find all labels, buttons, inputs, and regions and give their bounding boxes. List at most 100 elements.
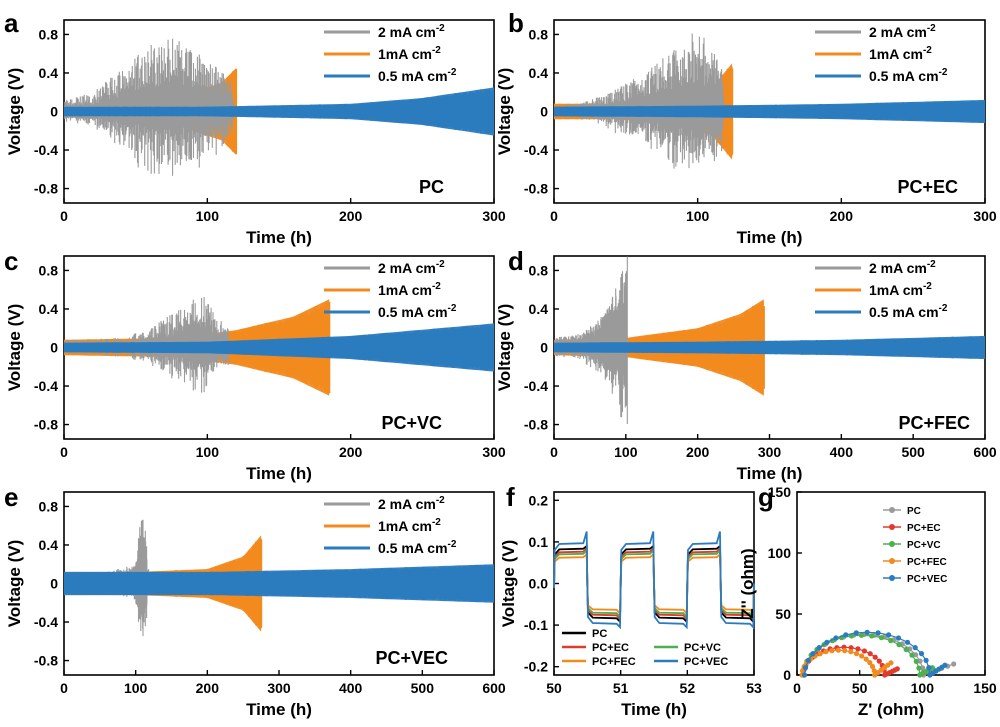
data-point	[810, 651, 816, 657]
series-trace	[554, 33, 725, 169]
x-tick-label: 51	[613, 680, 629, 696]
y-tick-label: 0.4	[529, 65, 549, 81]
x-axis-title: Time (h)	[621, 700, 687, 719]
legend-label: PC+VC	[907, 540, 941, 551]
legend-sup: -2	[432, 281, 441, 292]
y-tick-label: 0	[783, 667, 791, 683]
x-tick-label: 600	[973, 444, 997, 460]
legend-marker	[889, 575, 895, 581]
legend-label: 2 mA cm-2	[869, 259, 936, 276]
y-tick-label: 0	[50, 340, 58, 356]
data-point	[817, 651, 823, 657]
y-tick-label: -0.8	[524, 181, 548, 197]
x-tick-label: 200	[196, 680, 220, 696]
legend-label: PC+FEC	[907, 557, 947, 568]
legend-label: PC+VEC	[907, 574, 947, 585]
x-tick-label: 100	[196, 208, 220, 224]
x-axis-title: Time (h)	[737, 464, 803, 483]
x-tick-label: 150	[973, 680, 997, 696]
x-axis-title: Time (h)	[246, 700, 312, 719]
x-tick-label: 100	[614, 444, 638, 460]
panel-label-b: b	[508, 8, 524, 38]
condition-label: PC+FEC	[898, 413, 970, 433]
series-2-ma-cm-2	[554, 256, 628, 424]
y-tick-label: 0.8	[39, 26, 59, 42]
data-point	[926, 665, 932, 671]
condition-label: PC	[419, 177, 444, 197]
plot-area	[64, 519, 494, 637]
y-tick-label: 150	[768, 484, 792, 500]
y-tick-label: -0.8	[34, 417, 58, 433]
y-axis-title: Voltage (V)	[499, 540, 518, 628]
x-tick-label: 0	[793, 680, 801, 696]
x-tick-label: 300	[482, 444, 506, 460]
x-tick-label: 100	[686, 208, 710, 224]
data-point	[805, 657, 811, 664]
y-tick-label: 0.8	[529, 26, 549, 42]
data-point	[867, 660, 873, 666]
condition-label: PC+VC	[381, 413, 442, 433]
panel-label-d: d	[508, 246, 524, 276]
panel-label-f: f	[506, 482, 515, 512]
series-0-5-ma-cm-2	[554, 335, 985, 360]
y-tick-label: -0.8	[524, 417, 548, 433]
legend-sup: -2	[432, 517, 441, 528]
data-point	[853, 651, 860, 657]
y-tick-label: 0	[50, 576, 58, 592]
legend: 2 mA cm-2 1mA cm-2 0.5 mA cm-2	[815, 259, 948, 320]
series-2-ma-cm-2	[554, 33, 725, 169]
legend-label: 0.5 mA cm-2	[378, 67, 457, 84]
x-tick-label: 200	[339, 444, 363, 460]
x-tick-label: 0	[60, 680, 68, 696]
legend-label: 0.5 mA cm-2	[869, 303, 948, 320]
series-fill	[554, 99, 985, 124]
data-point	[918, 651, 925, 657]
x-axis-title: Time (h)	[246, 464, 312, 483]
x-tick-label: 50	[852, 680, 868, 696]
data-point	[855, 646, 861, 652]
y-tick-label: -0.4	[524, 142, 548, 158]
plot-area	[64, 297, 494, 396]
data-point	[848, 649, 854, 655]
legend-label: PC+EC	[907, 523, 941, 534]
panel-d: 0 100 200 300 400 500 600 0.8 0.4 0 -0.4 -0.8 Time (…	[495, 255, 997, 483]
data-point	[920, 665, 926, 671]
x-axis-title: Time (h)	[737, 228, 803, 247]
panel-g: 0 50 100 150 0 50 100 150 Z' (ohm) Z'' (ohm) PC PC+…	[738, 484, 997, 719]
y-tick-label: 0.4	[39, 537, 59, 553]
y-tick-label: 50	[775, 606, 791, 622]
legend-label: 2 mA cm-2	[869, 23, 936, 40]
y-tick-label: 0.8	[39, 262, 59, 278]
x-tick-label: 400	[339, 680, 363, 696]
legend-sup: -2	[448, 67, 457, 78]
x-tick-label: 0	[550, 444, 558, 460]
condition-label: PC+VEC	[375, 648, 448, 668]
x-tick-label: 600	[482, 680, 506, 696]
y-axis-title: Voltage (V)	[495, 304, 514, 392]
y-axis-title: Voltage (V)	[5, 304, 24, 392]
panel-label-c: c	[4, 246, 18, 276]
legend: 2 mA cm-2 1mA cm-2 0.5 mA cm-2	[324, 23, 457, 84]
x-axis-title: Z' (ohm)	[858, 700, 924, 719]
x-tick-label: 50	[546, 680, 562, 696]
y-tick-label: 100	[768, 545, 792, 561]
y-tick-label: 0.8	[39, 498, 59, 514]
y-tick-label: -0.8	[34, 653, 58, 669]
data-point	[869, 633, 875, 639]
y-tick-label: -0.4	[34, 142, 58, 158]
data-point	[895, 635, 902, 641]
x-tick-label: 100	[911, 680, 935, 696]
plot-area	[554, 33, 985, 169]
data-point	[842, 648, 848, 654]
legend-sup: -2	[927, 23, 936, 34]
panel-c: 0 100 200 300 0.8 0.4 0 -0.4 -0.8 Time (h) Voltage…	[5, 255, 506, 483]
condition-label: PC+EC	[897, 177, 958, 197]
data-point	[863, 656, 869, 662]
data-point	[801, 672, 808, 678]
data-point	[923, 657, 929, 664]
legend-sup: -2	[939, 67, 948, 78]
data-point	[951, 661, 957, 667]
data-point	[859, 653, 865, 659]
x-tick-label: 500	[901, 444, 925, 460]
